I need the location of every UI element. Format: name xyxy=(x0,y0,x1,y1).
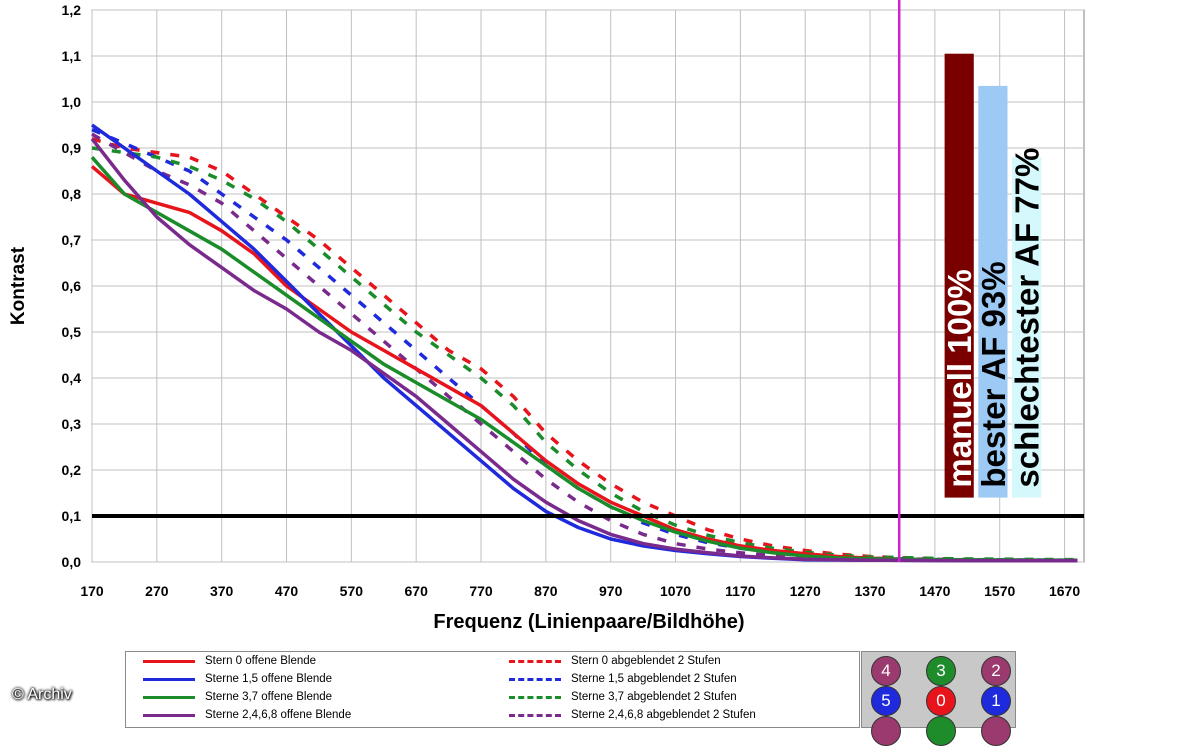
x-tick-label: 1470 xyxy=(919,583,950,599)
star-marker: 4 xyxy=(871,656,901,686)
x-tick-label: 1570 xyxy=(984,583,1015,599)
legend-swatch xyxy=(143,678,195,681)
x-tick-label: 770 xyxy=(469,583,493,599)
x-tick-label: 1070 xyxy=(660,583,691,599)
legend: Stern 0 offene Blende Stern 0 abgeblendet… xyxy=(125,651,860,728)
bar-label: manuell 100% xyxy=(941,269,978,487)
legend-label: Stern 0 offene Blende xyxy=(205,655,317,667)
grid xyxy=(91,9,1085,563)
x-tick-label: 370 xyxy=(210,583,234,599)
x-tick-label: 1170 xyxy=(725,583,756,599)
bar-label: schlechtester AF 77% xyxy=(1009,148,1046,488)
tick-labels: 170 270 370 470 570 670 770 870 970 1070 1170 1270 1… xyxy=(62,2,1081,599)
y-tick-label: 0,9 xyxy=(62,140,82,156)
star-marker: 1 xyxy=(981,686,1011,716)
y-tick-label: 0,2 xyxy=(62,462,82,478)
legend-label: Sterne 3,7 offene Blende xyxy=(205,691,333,703)
legend-swatch xyxy=(509,660,561,663)
y-tick-label: 0,4 xyxy=(62,370,82,386)
series-line xyxy=(91,132,1078,562)
series-line xyxy=(91,146,1078,562)
legend-swatch xyxy=(143,696,195,699)
legend-label: Sterne 1,5 abgeblendet 2 Stufen xyxy=(571,673,737,685)
x-tick-label: 1670 xyxy=(1049,583,1080,599)
reference-lines xyxy=(92,0,1084,562)
legend-swatch xyxy=(509,678,561,681)
bar xyxy=(944,53,974,498)
y-tick-label: 0,3 xyxy=(62,416,82,432)
x-tick-label: 970 xyxy=(599,583,623,599)
series-lines xyxy=(90,123,1078,563)
x-axis-label: Frequenz (Linienpaare/Bildhöhe) xyxy=(433,611,744,633)
bar xyxy=(978,85,1008,498)
legend-label: Sterne 3,7 abgeblendet 2 Stufen xyxy=(571,691,737,703)
y-tick-label: 1,1 xyxy=(62,48,82,64)
star-marker xyxy=(981,716,1011,746)
y-axis-label: Kontrast xyxy=(8,246,29,325)
copyright-notice: © Archiv xyxy=(12,686,72,703)
y-tick-label: 0,0 xyxy=(62,554,82,570)
legend-swatch xyxy=(509,714,561,717)
y-tick-label: 1,0 xyxy=(62,94,82,110)
x-tick-label: 1370 xyxy=(854,583,885,599)
star-marker: 0 xyxy=(926,686,956,716)
star-marker: 3 xyxy=(926,656,956,686)
x-tick-label: 170 xyxy=(80,583,104,599)
y-tick-label: 0,6 xyxy=(62,278,82,294)
bar-label: bester AF 93% xyxy=(975,261,1012,487)
y-tick-label: 0,7 xyxy=(62,232,82,248)
legend-label: Sterne 1,5 offene Blende xyxy=(205,673,333,685)
x-tick-label: 1270 xyxy=(790,583,821,599)
series-line xyxy=(90,156,1078,562)
bars: manuell 100%bester AF 93%schlechtester A… xyxy=(941,53,1046,498)
x-tick-label: 270 xyxy=(145,583,169,599)
legend-swatch xyxy=(143,660,195,663)
star-marker xyxy=(871,716,901,746)
legend-swatch xyxy=(509,696,561,699)
x-tick-label: 470 xyxy=(275,583,299,599)
y-tick-label: 0,8 xyxy=(62,186,82,202)
star-marker: 2 xyxy=(981,656,1011,686)
mtf-chart: manuell 100%bester AF 93%schlechtester A… xyxy=(8,0,1085,633)
legend-label: Stern 0 abgeblendet 2 Stufen xyxy=(571,655,721,667)
series-line xyxy=(90,137,1078,563)
x-tick-label: 670 xyxy=(405,583,429,599)
star-marker: 5 xyxy=(871,686,901,716)
y-tick-label: 0,1 xyxy=(62,508,82,524)
legend-label: Sterne 2,4,6,8 offene Blende xyxy=(205,709,352,721)
legend-swatch xyxy=(143,714,195,717)
bar xyxy=(1012,157,1042,498)
star-marker xyxy=(926,716,956,746)
y-tick-label: 0,5 xyxy=(62,324,82,340)
legend-label: Sterne 2,4,6,8 abgeblendet 2 Stufen xyxy=(571,709,756,721)
x-tick-label: 570 xyxy=(340,583,364,599)
x-tick-label: 870 xyxy=(534,583,558,599)
y-tick-label: 1,2 xyxy=(62,2,82,18)
